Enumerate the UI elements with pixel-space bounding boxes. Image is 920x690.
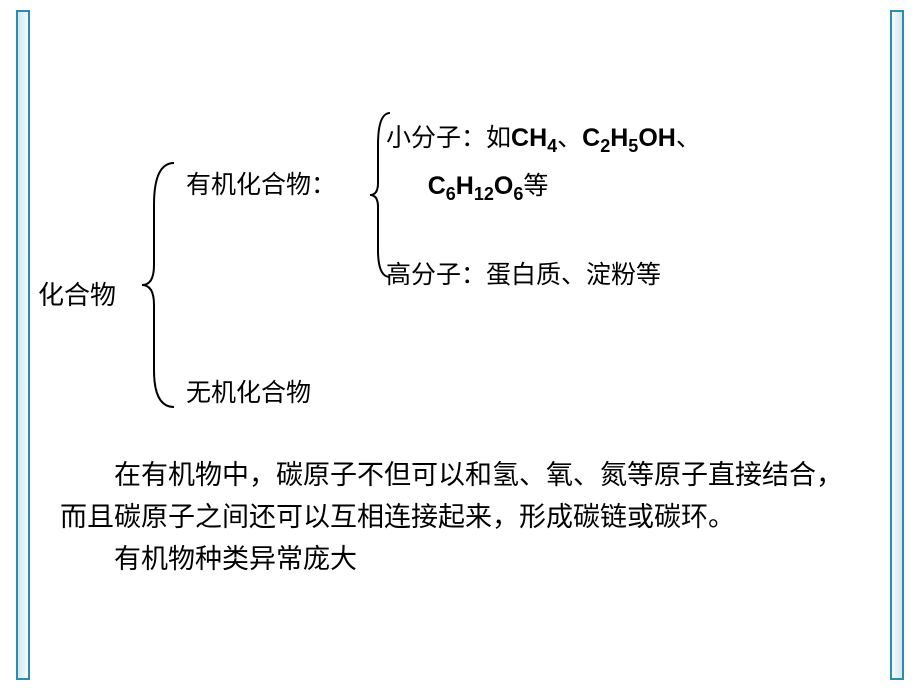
inorganic-label: 无机化合物 [186, 373, 311, 409]
formula-ch4: CH4 [511, 124, 557, 152]
formula-c6h12o6: C6H12O6 [428, 172, 524, 200]
small-mol-prefix: 小分子：如 [386, 124, 511, 152]
formula-c2h5oh: C2H5OH [582, 124, 676, 152]
brace-icon [136, 155, 186, 415]
body-text: 在有机物中，碳原子不但可以和氢、氧、氮等原子直接结合，而且碳原子之间还可以互相连… [60, 455, 850, 581]
organic-label: 有机化合物： [186, 165, 336, 201]
macro-molecule-line: 高分子：蛋白质、淀粉等 [386, 255, 661, 291]
paragraph-2: 有机物种类异常庞大 [60, 539, 850, 581]
right-shadow [892, 12, 902, 678]
slide-content: 化合物 有机化合物： 小分子：如CH4、C2H5OH、 C6H12O6等 高分子… [30, 10, 890, 680]
left-shadow [18, 12, 28, 678]
paragraph-1: 在有机物中，碳原子不但可以和氢、氧、氮等原子直接结合，而且碳原子之间还可以互相连… [60, 455, 850, 539]
small-molecule-line: 小分子：如CH4、C2H5OH、 C6H12O6等 [386, 115, 701, 211]
root-label: 化合物 [38, 275, 116, 312]
